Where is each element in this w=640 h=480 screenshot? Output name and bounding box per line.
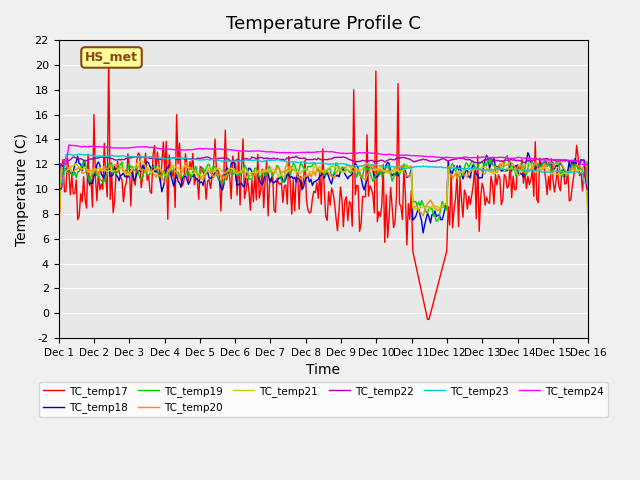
- TC_temp19: [504, 153, 511, 158]
- TC_temp17: [232, 160, 239, 166]
- TC_temp23: [121, 153, 129, 159]
- TC_temp21: [54, 222, 62, 228]
- TC_temp18: [287, 175, 294, 180]
- TC_temp20: [557, 158, 564, 164]
- TC_temp23: [241, 157, 248, 163]
- TC_temp19: [557, 171, 564, 177]
- Line: TC_temp19: TC_temp19: [58, 156, 588, 222]
- TC_temp18: [54, 208, 62, 214]
- TC_temp20: [212, 169, 220, 175]
- Y-axis label: Temperature (C): Temperature (C): [15, 132, 29, 246]
- TC_temp17: [288, 211, 296, 217]
- TC_temp23: [288, 159, 296, 165]
- TC_temp19: [230, 169, 238, 175]
- Title: Temperature Profile C: Temperature Profile C: [226, 15, 421, 33]
- TC_temp17: [584, 184, 592, 190]
- TC_temp23: [557, 169, 564, 175]
- TC_temp23: [54, 180, 62, 186]
- TC_temp21: [138, 158, 145, 164]
- TC_temp21: [584, 224, 592, 230]
- TC_temp17: [558, 168, 566, 174]
- TC_temp20: [239, 170, 247, 176]
- TC_temp24: [214, 146, 222, 152]
- Line: TC_temp20: TC_temp20: [58, 160, 588, 239]
- TC_temp24: [121, 145, 129, 151]
- TC_temp22: [292, 153, 300, 159]
- TC_temp17: [424, 316, 431, 322]
- TC_temp23: [232, 158, 239, 164]
- Line: TC_temp17: TC_temp17: [58, 52, 588, 319]
- TC_temp18: [584, 213, 592, 218]
- TC_temp21: [241, 168, 248, 174]
- TC_temp19: [287, 172, 294, 178]
- TC_temp21: [232, 170, 239, 176]
- TC_temp22: [54, 186, 62, 192]
- TC_temp18: [230, 160, 238, 166]
- TC_temp21: [214, 166, 222, 172]
- TC_temp17: [121, 184, 129, 190]
- TC_temp22: [120, 157, 127, 163]
- TC_temp23: [63, 151, 71, 157]
- TC_temp24: [584, 161, 592, 167]
- TC_temp20: [287, 164, 294, 169]
- TC_temp18: [120, 170, 127, 176]
- TC_temp22: [584, 186, 592, 192]
- TC_temp19: [239, 168, 247, 174]
- TC_temp24: [232, 148, 239, 154]
- Text: HS_met: HS_met: [85, 51, 138, 64]
- Line: TC_temp23: TC_temp23: [58, 154, 588, 183]
- TC_temp19: [54, 219, 62, 225]
- TC_temp18: [239, 183, 247, 189]
- TC_temp24: [557, 157, 564, 163]
- TC_temp18: [419, 230, 427, 236]
- TC_temp18: [524, 150, 532, 156]
- TC_temp17: [241, 195, 248, 201]
- TC_temp20: [230, 166, 238, 171]
- Legend: TC_temp17, TC_temp18, TC_temp19, TC_temp20, TC_temp21, TC_temp22, TC_temp23, TC_: TC_temp17, TC_temp18, TC_temp19, TC_temp…: [39, 382, 608, 417]
- TC_temp20: [545, 157, 552, 163]
- TC_temp21: [120, 166, 127, 172]
- TC_temp21: [557, 173, 564, 179]
- TC_temp19: [212, 169, 220, 175]
- TC_temp20: [584, 196, 592, 202]
- X-axis label: Time: Time: [307, 363, 340, 377]
- TC_temp22: [557, 158, 564, 164]
- TC_temp17: [214, 167, 222, 173]
- TC_temp21: [288, 165, 296, 171]
- TC_temp24: [54, 161, 62, 167]
- TC_temp23: [214, 157, 222, 163]
- Line: TC_temp24: TC_temp24: [58, 145, 588, 164]
- TC_temp24: [65, 142, 73, 148]
- Line: TC_temp18: TC_temp18: [58, 153, 588, 233]
- TC_temp19: [584, 206, 592, 212]
- TC_temp20: [120, 169, 127, 175]
- TC_temp18: [558, 163, 566, 168]
- TC_temp24: [288, 150, 296, 156]
- TC_temp17: [105, 49, 113, 55]
- TC_temp22: [230, 158, 238, 164]
- Line: TC_temp22: TC_temp22: [58, 156, 588, 189]
- TC_temp23: [584, 180, 592, 186]
- Line: TC_temp21: TC_temp21: [58, 161, 588, 227]
- TC_temp24: [241, 148, 248, 154]
- TC_temp18: [212, 171, 220, 177]
- TC_temp19: [120, 168, 127, 174]
- TC_temp17: [54, 177, 62, 183]
- TC_temp22: [287, 155, 294, 161]
- TC_temp20: [54, 236, 62, 241]
- TC_temp22: [239, 156, 247, 162]
- TC_temp22: [212, 156, 220, 162]
